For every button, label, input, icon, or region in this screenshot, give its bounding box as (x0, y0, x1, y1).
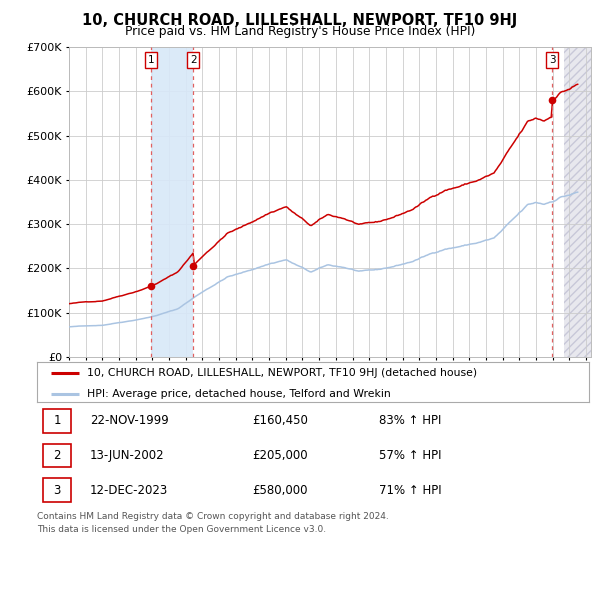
Bar (564, 47, 591, 357)
Text: 22-NOV-1999: 22-NOV-1999 (89, 414, 169, 427)
Text: 1: 1 (53, 414, 61, 427)
Bar (564, 47, 591, 357)
Text: 3: 3 (548, 55, 555, 65)
Text: 83% ↑ HPI: 83% ↑ HPI (379, 414, 442, 427)
Text: 2: 2 (190, 55, 197, 65)
Text: 12-DEC-2023: 12-DEC-2023 (89, 484, 168, 497)
Text: 1: 1 (148, 55, 154, 65)
Text: Price paid vs. HM Land Registry's House Price Index (HPI): Price paid vs. HM Land Registry's House … (125, 25, 475, 38)
Text: 10, CHURCH ROAD, LILLESHALL, NEWPORT, TF10 9HJ: 10, CHURCH ROAD, LILLESHALL, NEWPORT, TF… (82, 13, 518, 28)
Text: £205,000: £205,000 (253, 449, 308, 462)
Text: £160,450: £160,450 (253, 414, 308, 427)
Text: 10, CHURCH ROAD, LILLESHALL, NEWPORT, TF10 9HJ (detached house): 10, CHURCH ROAD, LILLESHALL, NEWPORT, TF… (87, 368, 477, 378)
FancyBboxPatch shape (43, 444, 71, 467)
Text: 13-JUN-2002: 13-JUN-2002 (89, 449, 164, 462)
Text: 71% ↑ HPI: 71% ↑ HPI (379, 484, 442, 497)
FancyBboxPatch shape (43, 409, 71, 432)
Text: £580,000: £580,000 (253, 484, 308, 497)
Text: This data is licensed under the Open Government Licence v3.0.: This data is licensed under the Open Gov… (37, 525, 326, 533)
Text: 3: 3 (53, 484, 61, 497)
Text: HPI: Average price, detached house, Telford and Wrekin: HPI: Average price, detached house, Telf… (87, 389, 391, 399)
Text: 57% ↑ HPI: 57% ↑ HPI (379, 449, 442, 462)
Text: 2: 2 (53, 449, 61, 462)
FancyBboxPatch shape (43, 478, 71, 502)
Bar (151, 47, 193, 357)
Text: Contains HM Land Registry data © Crown copyright and database right 2024.: Contains HM Land Registry data © Crown c… (37, 512, 389, 520)
